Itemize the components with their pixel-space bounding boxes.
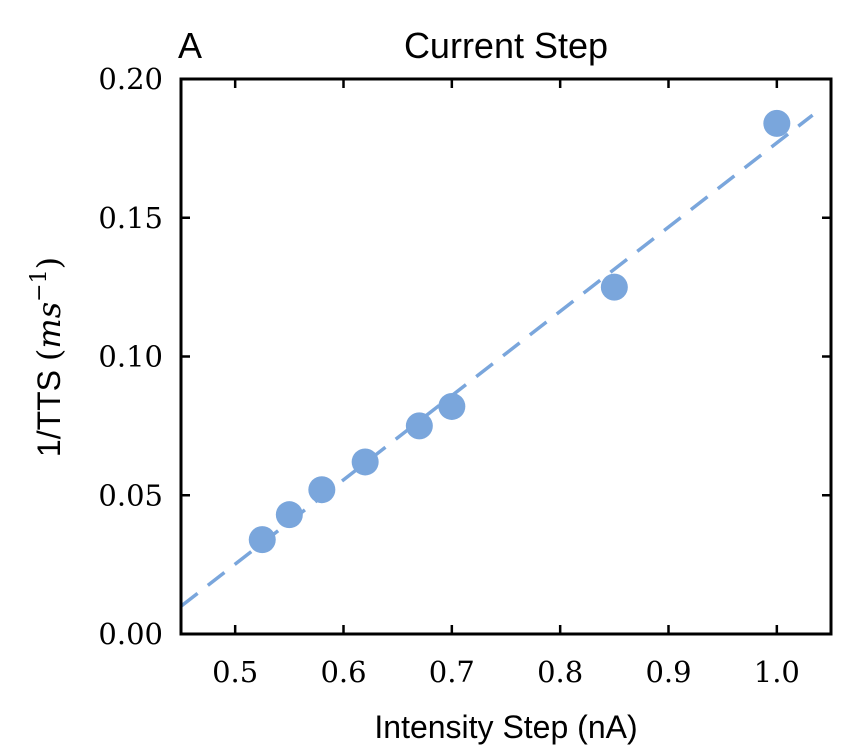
chart-title: Current Step	[404, 25, 608, 66]
x-axis-label: Intensity Step (nA)	[374, 709, 637, 745]
x-tick-label: 0.7	[429, 655, 475, 689]
data-point	[763, 109, 791, 137]
data-point	[308, 476, 336, 504]
y-tick-label: 0.20	[98, 62, 163, 96]
x-tick-label: 0.5	[212, 655, 258, 689]
data-point	[248, 526, 276, 554]
y-axis-label-text: 1/TTS	[31, 361, 67, 457]
y-tick-label: 0.10	[98, 340, 163, 374]
y-tick-label: 0.15	[98, 201, 163, 235]
axes-frame	[179, 77, 833, 636]
y-tick-label: 0.05	[98, 478, 163, 512]
data-point	[438, 392, 466, 420]
y-axis-label-exponent: −1	[27, 269, 52, 301]
data-point	[275, 501, 303, 529]
y-axis-label: 1/TTS (ms−1)	[27, 257, 68, 457]
x-tick-label: 0.8	[537, 655, 583, 689]
y-tick-label: 0.00	[98, 617, 163, 651]
x-tick-label: 1.0	[754, 655, 800, 689]
data-point	[600, 273, 628, 301]
data-point	[351, 448, 379, 476]
data-point	[405, 412, 433, 440]
plot-area	[179, 109, 814, 608]
axis-ticks: 0.5 0.6 0.7 0.8 0.9 1.0 0.00 0.05 0.10 0.15 0.20	[98, 62, 831, 689]
panel-label: A	[178, 25, 202, 66]
fit-line	[179, 113, 814, 608]
x-tick-label: 0.9	[645, 655, 691, 689]
y-axis-label-unit: ms	[30, 302, 68, 349]
x-tick-label: 0.6	[320, 655, 366, 689]
